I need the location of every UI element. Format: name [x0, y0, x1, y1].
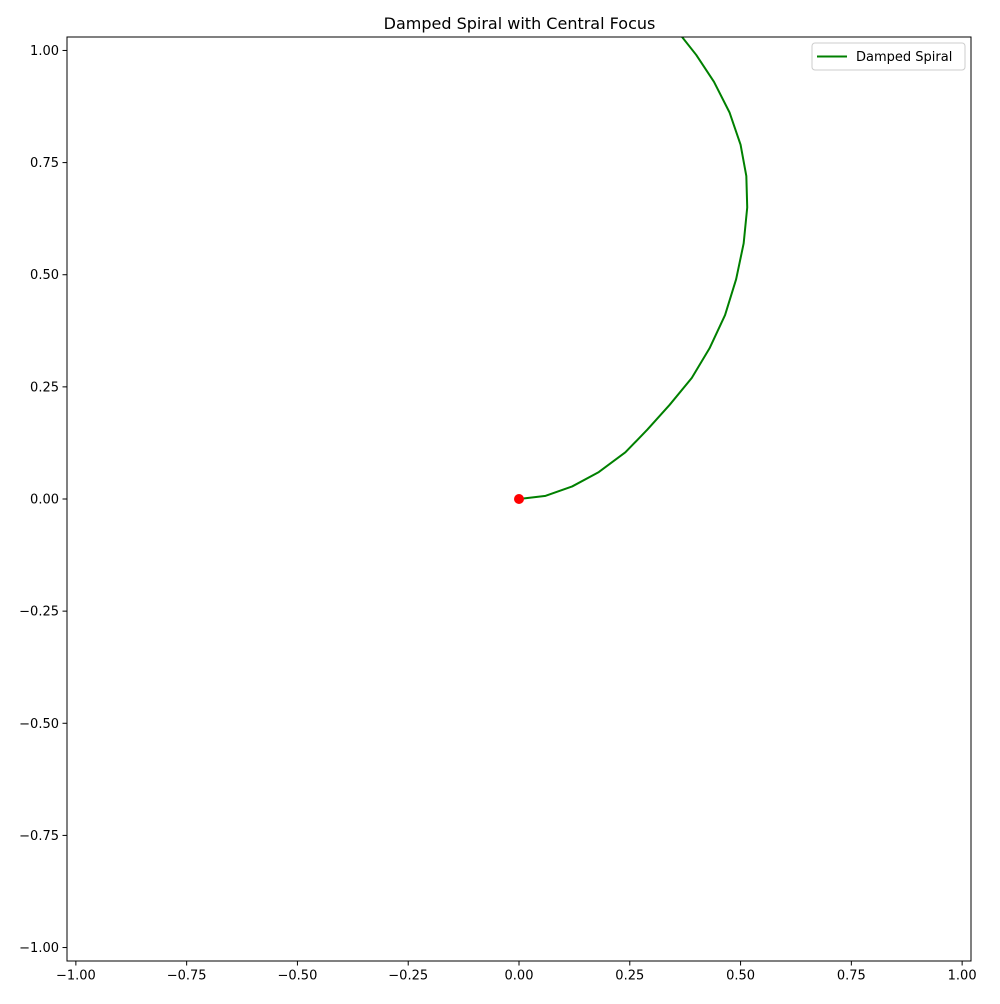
- x-tick-label: 0.75: [837, 969, 866, 984]
- x-tick-label: −1.00: [56, 969, 96, 984]
- x-tick-label: −0.50: [278, 969, 318, 984]
- y-tick-label: 0.00: [30, 493, 59, 508]
- x-tick-label: 0.00: [505, 969, 534, 984]
- y-tick-label: −0.50: [19, 717, 59, 732]
- legend-box: [811, 42, 966, 71]
- y-tick-label: 0.25: [30, 380, 59, 395]
- y-tick-label: −1.00: [19, 941, 59, 956]
- y-tick-label: −0.75: [19, 829, 59, 844]
- series-line-0: [517, 37, 749, 501]
- y-tick-label: −0.25: [19, 605, 59, 620]
- chart-title: Damped Spiral with Central Focus: [384, 14, 656, 33]
- plot-area: [514, 37, 749, 504]
- focus-point-marker: [514, 494, 524, 504]
- x-tick-label: 0.50: [726, 969, 755, 984]
- x-tick-label: 1.00: [948, 969, 977, 984]
- x-tick-label: 0.25: [615, 969, 644, 984]
- axes: −1.00 −0.75 −0.50 −0.25 0.00 0.25 0.50 0.75 1.00…: [19, 36, 977, 984]
- legend-label: Damped Spiral: [856, 50, 952, 65]
- y-tick-label: 1.00: [30, 44, 59, 59]
- y-tick-label: 0.50: [30, 268, 59, 283]
- legend: Damped Spiral: [811, 42, 966, 71]
- x-tick-label: −0.75: [167, 969, 207, 984]
- y-tick-label: 0.75: [30, 156, 59, 171]
- x-tick-label: −0.25: [388, 969, 428, 984]
